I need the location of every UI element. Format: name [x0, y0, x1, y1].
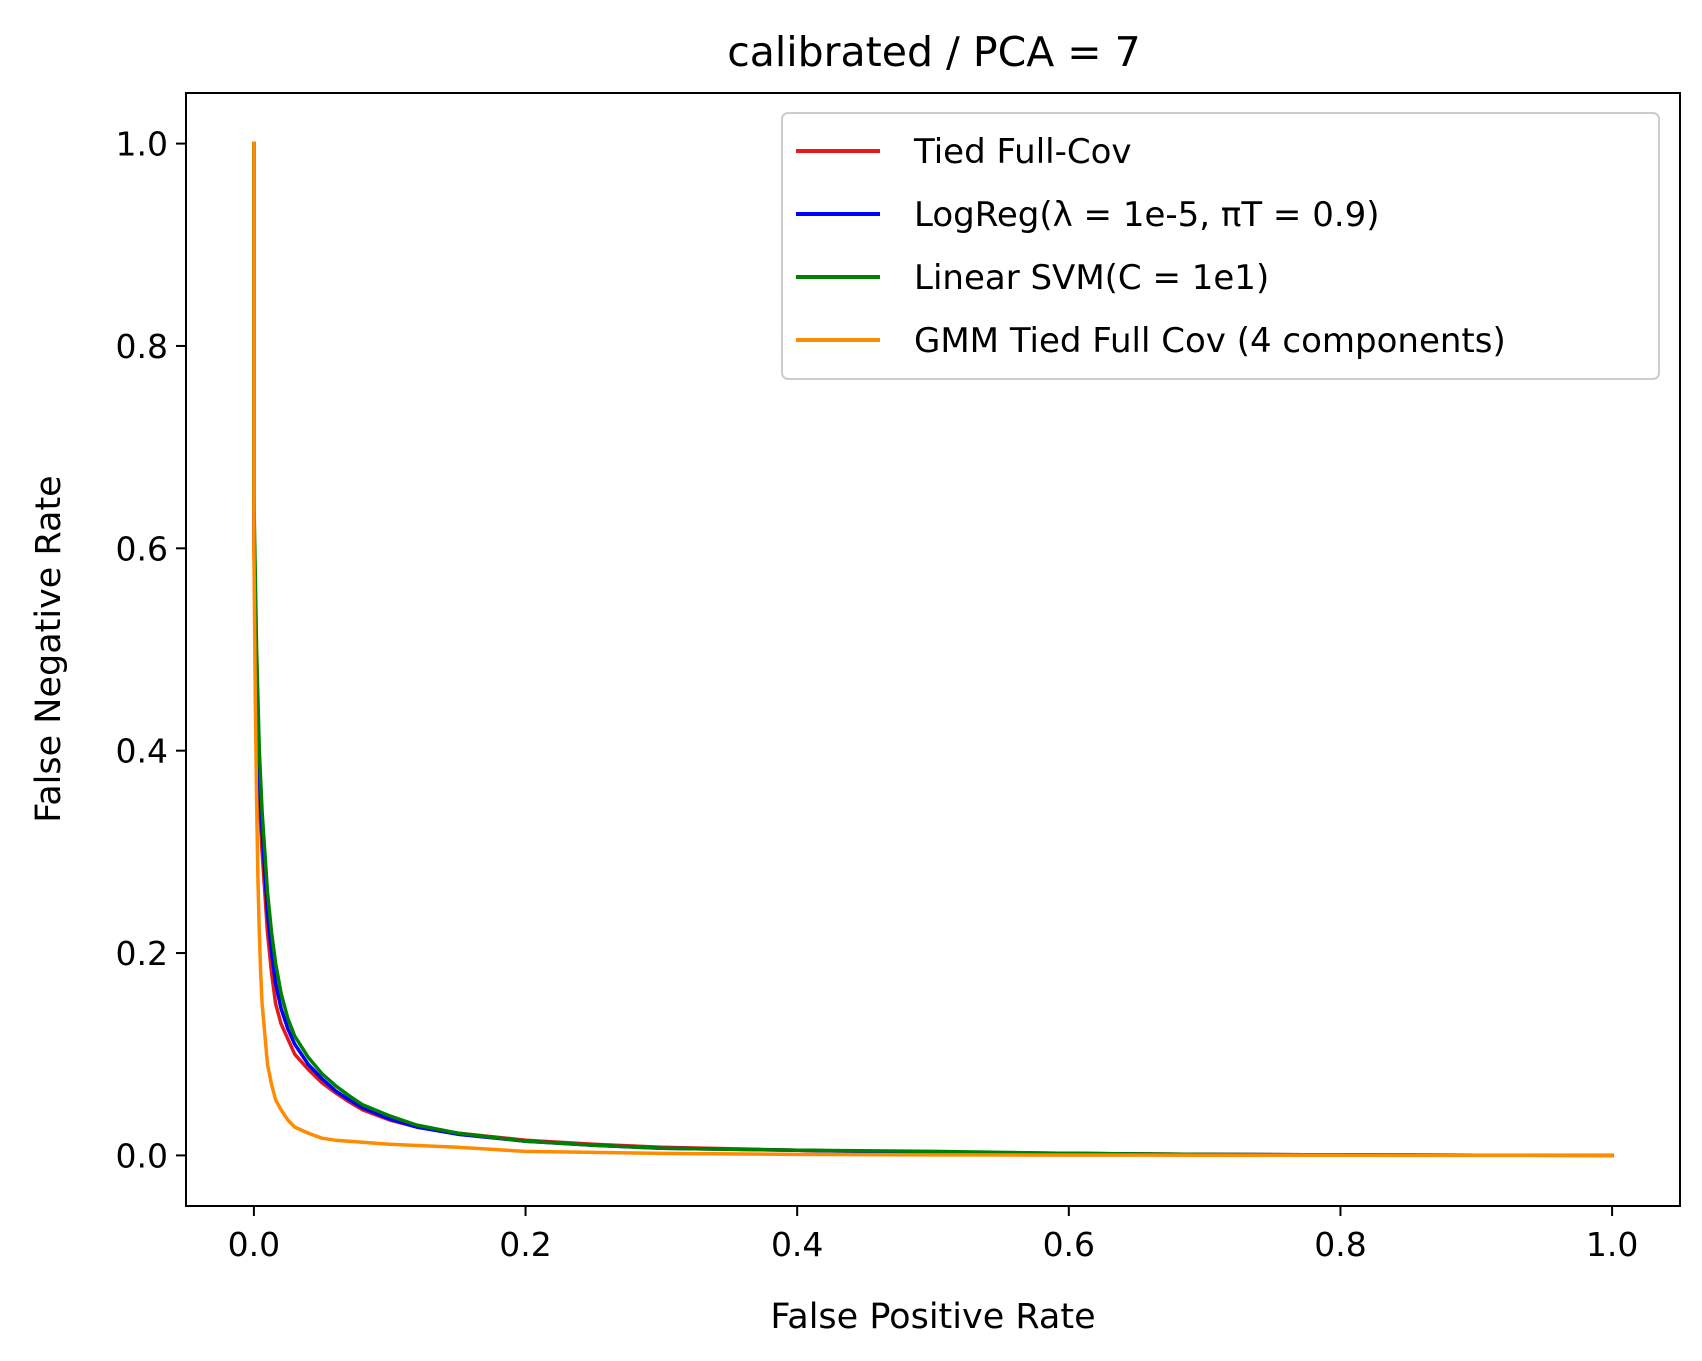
- series-line-linear-svm-c-1e1: [252, 141, 1614, 1158]
- chart-title: calibrated / PCA = 7: [727, 28, 1141, 76]
- x-tick-label: 0.4: [771, 1225, 823, 1264]
- legend-label: Linear SVM(C = 1e1): [914, 258, 1269, 298]
- x-tick-label: 0.2: [499, 1225, 551, 1264]
- x-tick-label: 0.8: [1314, 1225, 1366, 1264]
- legend-label: GMM Tied Full Cov (4 components): [914, 321, 1506, 361]
- legend: Tied Full-Cov LogReg(λ = 1e-5, πT = 0.9) L…: [781, 112, 1660, 380]
- plot-frame: [185, 92, 1681, 1207]
- x-axis-ticks: 0.0 0.2 0.4 0.6 0.8 1.0: [228, 1206, 1638, 1264]
- legend-label: LogReg(λ = 1e-5, πT = 0.9): [914, 195, 1380, 235]
- y-tick-label: 0.0: [116, 1136, 168, 1175]
- y-tick-label: 1.0: [116, 125, 168, 164]
- legend-box: [781, 112, 1660, 380]
- y-axis-label: False Negative Rate: [29, 475, 69, 822]
- series-layer: [252, 141, 1614, 1158]
- y-tick-label: 0.4: [116, 732, 168, 771]
- series-line-gmm-tied-full-cov-4-components: [252, 141, 1614, 1158]
- x-tick-label: 0.6: [1043, 1225, 1095, 1264]
- x-tick-label: 1.0: [1586, 1225, 1638, 1264]
- y-tick-label: 0.8: [116, 327, 168, 366]
- y-tick-label: 0.6: [116, 529, 168, 568]
- x-tick-label: 0.0: [228, 1225, 280, 1264]
- x-axis-label: False Positive Rate: [770, 1297, 1095, 1337]
- y-axis-ticks: 0.0 0.2 0.4 0.6 0.8 1.0: [116, 125, 186, 1175]
- y-tick-label: 0.2: [116, 934, 168, 973]
- legend-label: Tied Full-Cov: [913, 132, 1132, 172]
